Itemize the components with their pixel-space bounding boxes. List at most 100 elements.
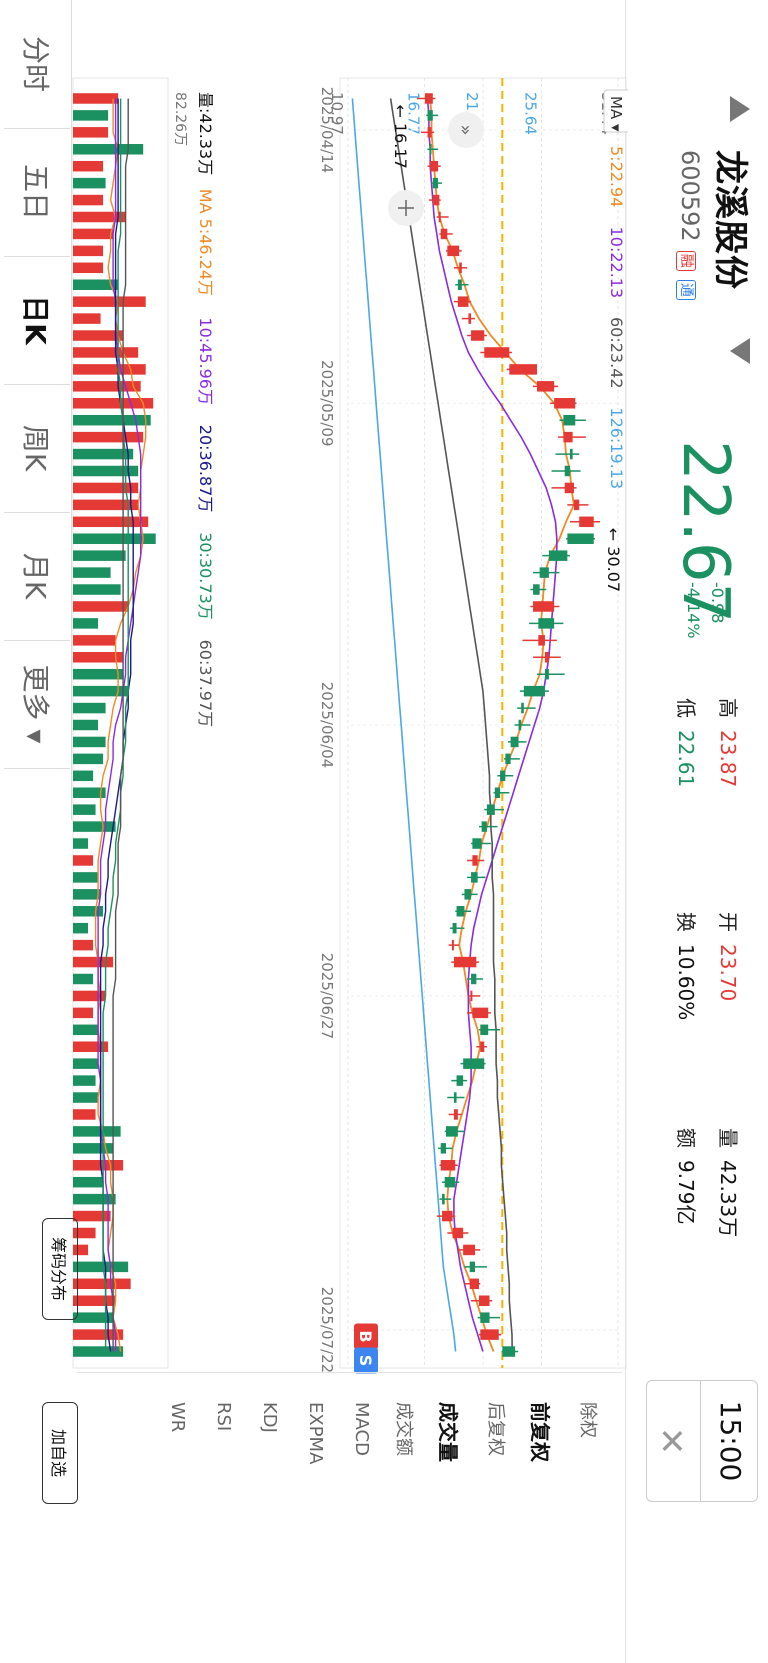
indicator-item-2[interactable]: 后复权 <box>485 1402 506 1456</box>
volume-bar <box>73 939 94 951</box>
volume-value: 42.33万 <box>716 1160 740 1238</box>
stock-name: 龙溪股份 <box>710 150 750 290</box>
candle-body <box>468 313 472 324</box>
volume-bar <box>72 533 156 544</box>
volume-bar <box>73 330 124 341</box>
volume-bar <box>73 414 151 426</box>
volume-bar <box>73 584 121 595</box>
volume-bar <box>73 296 146 307</box>
candle-body <box>537 381 555 392</box>
y-tick-label-3: 16.77 <box>405 92 423 135</box>
volume-bar <box>73 770 94 782</box>
candle-body <box>440 1160 456 1171</box>
candle-body <box>456 906 465 917</box>
period-tab-1[interactable]: 五日 <box>4 128 70 257</box>
volume-bar <box>72 1193 116 1205</box>
indicator-item-6[interactable]: EXPMA <box>305 1402 326 1465</box>
vol-legend-item-1: MA 5:46.24万 <box>196 189 215 296</box>
volume-bar <box>73 110 109 121</box>
candle-body <box>554 398 576 409</box>
volume-bar <box>72 838 89 849</box>
volume-bar <box>73 499 139 511</box>
vol-legend-item-0: 量:42.33万 <box>196 92 215 175</box>
volume-bar <box>72 635 116 646</box>
volume-bar <box>73 685 129 697</box>
expand-control-bg <box>448 112 484 148</box>
low-value: 22.61 <box>674 730 698 788</box>
volume-bar <box>72 719 99 731</box>
sell-marker <box>354 1347 378 1374</box>
chip-distribution-button[interactable]: 筹码分布 <box>42 1218 78 1320</box>
time-box: 15:00 ✕ <box>646 1380 758 1502</box>
candle-body <box>533 601 555 612</box>
candle-body <box>521 702 524 714</box>
indicator-item-4[interactable]: 成交额 <box>393 1402 414 1456</box>
indicator-item-0[interactable]: 除权 <box>577 1402 598 1438</box>
volume-bar <box>73 347 139 358</box>
turnover-value: 10.60% <box>674 944 698 1021</box>
volume-bar <box>72 872 99 883</box>
indicator-item-1[interactable]: 前复权 <box>528 1402 552 1462</box>
volume-bar <box>73 127 109 138</box>
period-tab-5[interactable]: 更多 ▾ <box>4 640 70 769</box>
volume-bar <box>72 516 149 528</box>
period-tab-4[interactable]: 月K <box>4 512 70 641</box>
volume-bar <box>73 1041 109 1052</box>
candle-body <box>573 499 580 511</box>
ma-line-ma10 <box>426 98 558 1352</box>
candle-body <box>505 753 511 765</box>
candle-body <box>472 1007 489 1019</box>
indicator-item-3[interactable]: 成交量 <box>436 1402 460 1462</box>
high-row: 高23.87 <box>716 698 740 788</box>
volume-bar <box>73 668 124 680</box>
volume-bar <box>73 973 94 985</box>
period-tab-0[interactable]: 分时 <box>4 0 70 129</box>
ma-selector[interactable] <box>603 89 628 133</box>
volume-bar <box>72 228 114 240</box>
candle-body <box>470 990 473 1002</box>
candle-body <box>544 668 549 680</box>
crosshair-control <box>388 190 424 226</box>
volume-bar <box>72 821 116 832</box>
volume-bar <box>72 194 104 206</box>
margin-tag: 融 <box>676 250 697 271</box>
candle-body <box>453 1109 458 1120</box>
candle-body <box>438 211 441 223</box>
add-watchlist-button[interactable]: 加自选 <box>42 1402 78 1504</box>
indicator-item-5[interactable]: MACD <box>351 1402 372 1456</box>
indicator-item-9[interactable]: WR <box>167 1402 188 1433</box>
indicator-item-8[interactable]: RSI <box>213 1402 234 1432</box>
volume-bar <box>73 144 144 155</box>
period-tab-2[interactable]: 日K <box>4 256 70 385</box>
volume-bar <box>73 364 146 375</box>
kline-chart[interactable]: 31.4425.6421.2116.7710.972025/04/142025/… <box>68 0 628 1663</box>
vol-ma-line-ma5 <box>94 98 147 1352</box>
candle-body <box>457 296 469 307</box>
stock-up-arrow[interactable] <box>726 96 750 122</box>
volume-bar <box>72 93 119 104</box>
crosshair-icon <box>398 200 414 216</box>
price-change-pct: -4.14% <box>684 582 703 639</box>
period-tab-3[interactable]: 周K <box>4 384 70 513</box>
amount-row: 额9.79亿 <box>674 1128 698 1225</box>
buy-marker-label: B <box>356 1330 375 1342</box>
candle-body <box>510 736 519 748</box>
candle-body <box>447 245 460 257</box>
volume-bar <box>73 177 106 189</box>
candle-body <box>429 144 432 155</box>
volume-bar <box>72 245 104 257</box>
volume-bar <box>72 448 134 460</box>
turnover-row: 换10.60% <box>674 912 698 1021</box>
candle-body <box>539 567 549 578</box>
close-icon[interactable]: ✕ <box>651 1426 691 1456</box>
stock-down-arrow[interactable] <box>726 338 750 364</box>
candle-body <box>452 1227 464 1239</box>
volume-bar <box>72 160 104 172</box>
candle-body <box>486 804 495 815</box>
volume-bar <box>73 465 139 477</box>
expand-control: » <box>448 112 484 148</box>
sell-marker-label: S <box>356 1355 375 1367</box>
volume-bar <box>73 1278 131 1290</box>
indicator-item-7[interactable]: KDJ <box>259 1402 280 1433</box>
candle-body <box>563 414 576 426</box>
